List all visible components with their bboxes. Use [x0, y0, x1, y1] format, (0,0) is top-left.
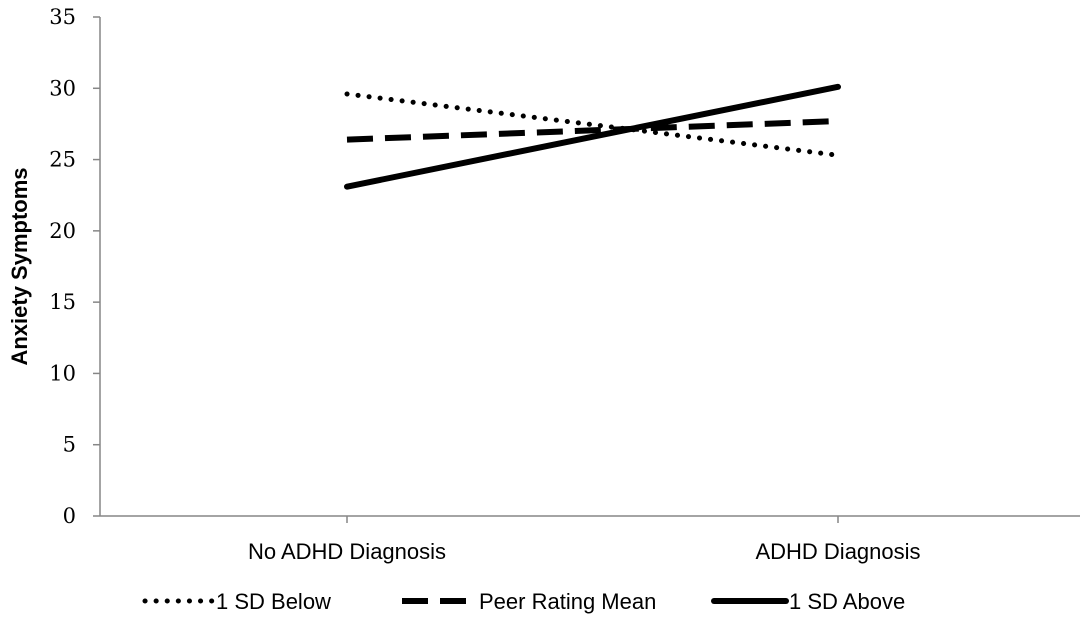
x-category-label: No ADHD Diagnosis	[248, 539, 446, 564]
y-axis-title: Anxiety Symptoms	[7, 167, 32, 365]
y-tick-label: 10	[49, 361, 76, 385]
y-tick-label: 25	[49, 148, 76, 172]
y-tick-label: 30	[49, 76, 76, 100]
legend: 1 SD Below Peer Rating Mean 1 SD Above	[142, 589, 905, 614]
y-tick-label: 0	[63, 504, 76, 528]
y-ticks: 0 5 10 15 20 25 30 35	[49, 5, 100, 528]
axes	[99, 17, 1080, 517]
legend-label: 1 SD Above	[789, 589, 905, 614]
legend-label: Peer Rating Mean	[479, 589, 656, 614]
y-tick-label: 5	[63, 433, 76, 457]
x-category-label: ADHD Diagnosis	[755, 539, 920, 564]
series-line-dotted	[344, 91, 841, 158]
y-tick-label: 35	[49, 5, 76, 29]
legend-label: 1 SD Below	[216, 589, 331, 614]
series-layer	[344, 83, 841, 190]
y-tick-label: 20	[49, 219, 76, 243]
y-tick-label: 15	[49, 290, 76, 314]
series-line-solid	[344, 83, 841, 190]
series-line-dashed	[346, 118, 839, 143]
x-ticks: No ADHD Diagnosis ADHD Diagnosis	[248, 516, 921, 564]
